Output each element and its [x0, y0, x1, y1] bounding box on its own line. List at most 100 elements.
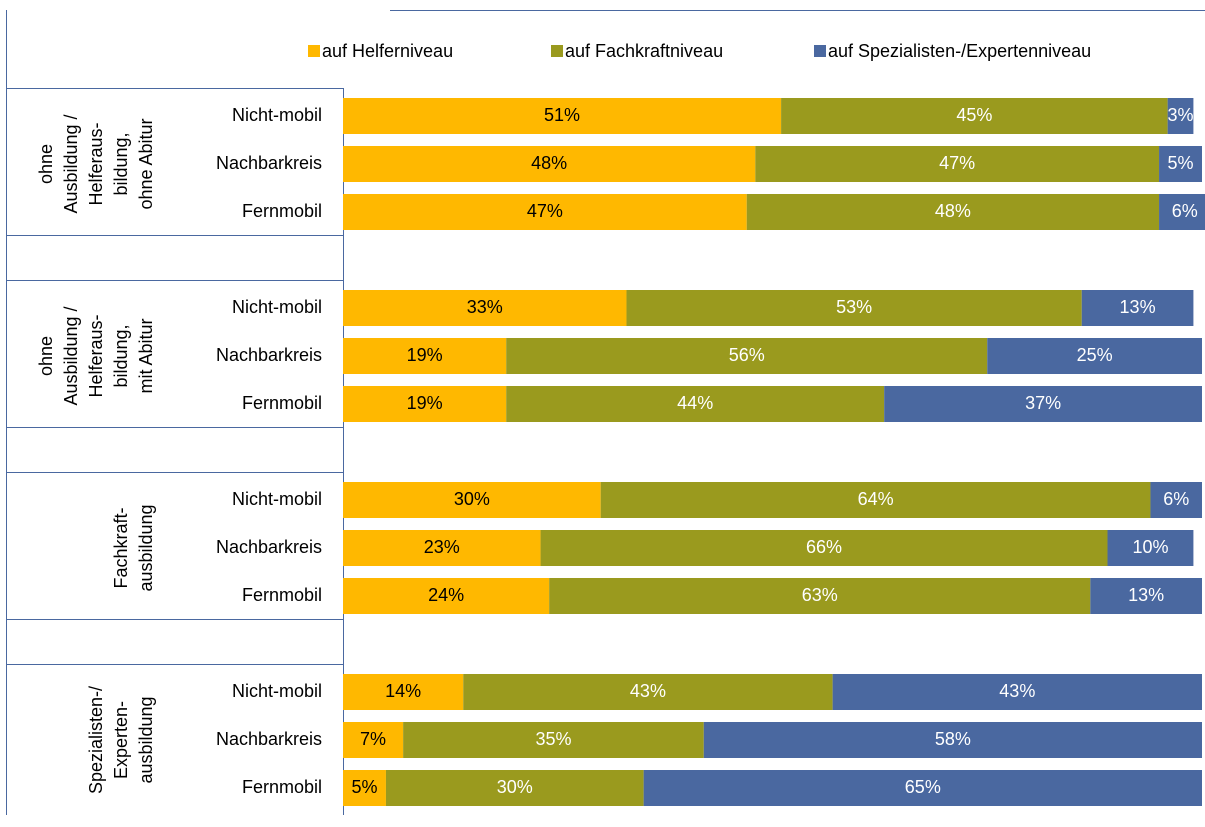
value-label: 13%	[1128, 585, 1164, 605]
group-label: bildung,	[111, 132, 131, 195]
y-tick-label: Nicht-mobil	[232, 681, 322, 701]
y-tick-label: Nachbarkreis	[216, 153, 322, 173]
group-label: Helferaus-	[86, 314, 106, 397]
value-label: 65%	[905, 777, 941, 797]
bar-segment	[832, 674, 1202, 710]
bar-segment	[385, 770, 644, 806]
value-label: 37%	[1025, 393, 1061, 413]
value-label: 5%	[1168, 153, 1194, 173]
value-label: 51%	[544, 105, 580, 125]
group-label: ausbildung	[136, 504, 156, 591]
value-label: 48%	[935, 201, 971, 221]
bar-segment	[463, 674, 833, 710]
value-label: 23%	[424, 537, 460, 557]
value-label: 30%	[454, 489, 490, 509]
value-label: 10%	[1132, 537, 1168, 557]
group-label: Fachkraft-	[111, 507, 131, 588]
legend-label: auf Fachkraftniveau	[565, 41, 723, 61]
bar-segment	[781, 98, 1168, 134]
bar-segment	[1159, 194, 1205, 230]
value-label: 3%	[1168, 105, 1194, 125]
bar-segment	[506, 338, 988, 374]
value-label: 47%	[939, 153, 975, 173]
legend-label: auf Spezialisten-/Expertenniveau	[828, 41, 1091, 61]
value-label: 30%	[497, 777, 533, 797]
bar-segment	[506, 386, 885, 422]
y-tick-label: Fernmobil	[242, 585, 322, 605]
group-label: ausbildung	[136, 696, 156, 783]
group-label: Experten-	[111, 701, 131, 779]
bar-segment	[746, 194, 1160, 230]
bar-segment	[884, 386, 1202, 422]
bar-segment	[343, 386, 507, 422]
y-tick-label: Fernmobil	[242, 201, 322, 221]
bar-segment	[1167, 98, 1194, 134]
bar-segment	[703, 722, 1202, 758]
group-label: bildung,	[111, 324, 131, 387]
value-label: 66%	[806, 537, 842, 557]
legend-swatch	[551, 45, 563, 57]
value-label: 63%	[802, 585, 838, 605]
legend-label: auf Helferniveau	[322, 41, 453, 61]
value-label: 64%	[858, 489, 894, 509]
bar-segment	[343, 146, 756, 182]
value-label: 48%	[531, 153, 567, 173]
value-label: 24%	[428, 585, 464, 605]
group-label: ohne Abitur	[136, 118, 156, 209]
y-tick-label: Nicht-mobil	[232, 489, 322, 509]
legend-swatch	[308, 45, 320, 57]
value-label: 33%	[467, 297, 503, 317]
value-label: 56%	[729, 345, 765, 365]
bar-segment	[343, 482, 601, 518]
group-label: mit Abitur	[136, 318, 156, 393]
bar-segment	[343, 578, 550, 614]
bar-segment	[1159, 146, 1202, 182]
bar-segment	[1081, 290, 1194, 326]
bar-segment	[549, 578, 1091, 614]
value-label: 19%	[407, 345, 443, 365]
bar-segment	[343, 722, 404, 758]
bar-segment	[343, 770, 386, 806]
bar-segment	[343, 98, 782, 134]
y-tick-label: Nachbarkreis	[216, 537, 322, 557]
bar-segment	[626, 290, 1082, 326]
bar-segment	[343, 290, 627, 326]
bar-segment	[755, 146, 1160, 182]
legend-swatch	[814, 45, 826, 57]
value-label: 6%	[1163, 489, 1189, 509]
value-label: 47%	[527, 201, 563, 221]
value-label: 58%	[935, 729, 971, 749]
bar-segment	[343, 338, 507, 374]
group-label: ohne	[36, 144, 56, 184]
bar-segment	[343, 530, 541, 566]
value-label: 5%	[351, 777, 377, 797]
value-label: 14%	[385, 681, 421, 701]
value-label: 53%	[836, 297, 872, 317]
value-label: 25%	[1077, 345, 1113, 365]
bar-segment	[540, 530, 1108, 566]
value-label: 7%	[360, 729, 386, 749]
value-label: 6%	[1172, 201, 1198, 221]
bar-segment	[343, 194, 747, 230]
value-label: 13%	[1120, 297, 1156, 317]
y-tick-label: Nicht-mobil	[232, 105, 322, 125]
value-label: 44%	[677, 393, 713, 413]
bar-segment	[343, 674, 464, 710]
value-label: 43%	[630, 681, 666, 701]
group-label: ohne	[36, 336, 56, 376]
value-label: 35%	[535, 729, 571, 749]
y-tick-label: Nachbarkreis	[216, 729, 322, 749]
group-label: Ausbildung /	[61, 114, 81, 213]
value-label: 19%	[407, 393, 443, 413]
group-label: Ausbildung /	[61, 306, 81, 405]
bar-segment	[987, 338, 1202, 374]
bar-segment	[1107, 530, 1194, 566]
bar-segment	[600, 482, 1151, 518]
bar-segment	[643, 770, 1202, 806]
bar-segment	[1150, 482, 1202, 518]
group-label: Helferaus-	[86, 122, 106, 205]
y-tick-label: Fernmobil	[242, 393, 322, 413]
y-tick-label: Nachbarkreis	[216, 345, 322, 365]
y-tick-label: Fernmobil	[242, 777, 322, 797]
